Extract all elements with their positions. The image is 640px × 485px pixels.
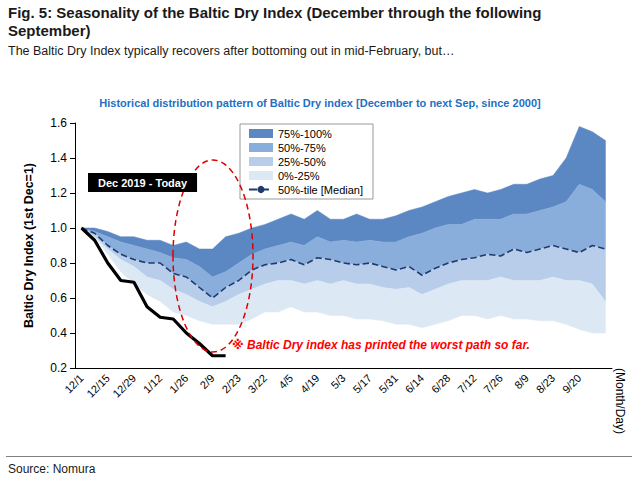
svg-text:50%-75%: 50%-75% (278, 142, 326, 154)
svg-text:1.6: 1.6 (50, 116, 67, 130)
svg-text:(Month/Day): (Month/Day) (613, 368, 627, 434)
svg-text:8/9: 8/9 (512, 372, 531, 391)
svg-text:Historical distribution patter: Historical distribution pattern of Balti… (99, 97, 541, 109)
svg-text:Baltic Dry Index (1st Dec=1): Baltic Dry Index (1st Dec=1) (22, 163, 36, 328)
html-text:The Baltic Dry Index typically: The Baltic Dry Index typically recovers … (8, 44, 455, 58)
svg-text:4/5: 4/5 (276, 372, 295, 391)
svg-text:8/23: 8/23 (534, 372, 558, 396)
svg-text:6/14: 6/14 (403, 372, 427, 396)
svg-text:12/29: 12/29 (110, 372, 138, 400)
svg-text:3/22: 3/22 (246, 372, 270, 396)
svg-text:1.2: 1.2 (50, 186, 67, 200)
svg-text:※ Baltic Dry index has printed: ※ Baltic Dry index has printed the worst… (232, 338, 530, 352)
svg-text:1/12: 1/12 (141, 372, 165, 396)
svg-text:12/15: 12/15 (84, 372, 112, 400)
svg-text:0.4: 0.4 (50, 326, 67, 340)
svg-text:4/19: 4/19 (298, 372, 322, 396)
svg-text:0%-25%: 0%-25% (278, 170, 320, 182)
svg-text:5/17: 5/17 (350, 372, 374, 396)
svg-text:7/12: 7/12 (455, 372, 479, 396)
svg-text:1.0: 1.0 (50, 221, 67, 235)
html-text:Fig. 5: Seasonality of the Bal: Fig. 5: Seasonality of the Baltic Dry In… (8, 4, 542, 39)
svg-text:6/28: 6/28 (429, 372, 453, 396)
svg-text:12/1: 12/1 (62, 372, 86, 396)
html-text:Source: Nomura: Source: Nomura (8, 462, 96, 476)
svg-text:25%-50%: 25%-50% (278, 156, 326, 168)
svg-text:2/9: 2/9 (197, 372, 216, 391)
svg-text:1.4: 1.4 (50, 151, 67, 165)
svg-text:5/3: 5/3 (328, 372, 347, 391)
svg-text:0.2: 0.2 (50, 361, 67, 375)
svg-text:50%-tile [Median]: 50%-tile [Median] (278, 184, 363, 196)
svg-text:9/20: 9/20 (560, 372, 584, 396)
svg-text:7/26: 7/26 (481, 372, 505, 396)
svg-text:0.6: 0.6 (50, 291, 67, 305)
svg-text:Dec 2019 - Today: Dec 2019 - Today (98, 177, 188, 189)
svg-text:0.8: 0.8 (50, 256, 67, 270)
svg-text:1/26: 1/26 (167, 372, 191, 396)
svg-text:75%-100%: 75%-100% (278, 128, 332, 140)
svg-text:5/31: 5/31 (377, 372, 401, 396)
svg-text:2/23: 2/23 (219, 372, 243, 396)
